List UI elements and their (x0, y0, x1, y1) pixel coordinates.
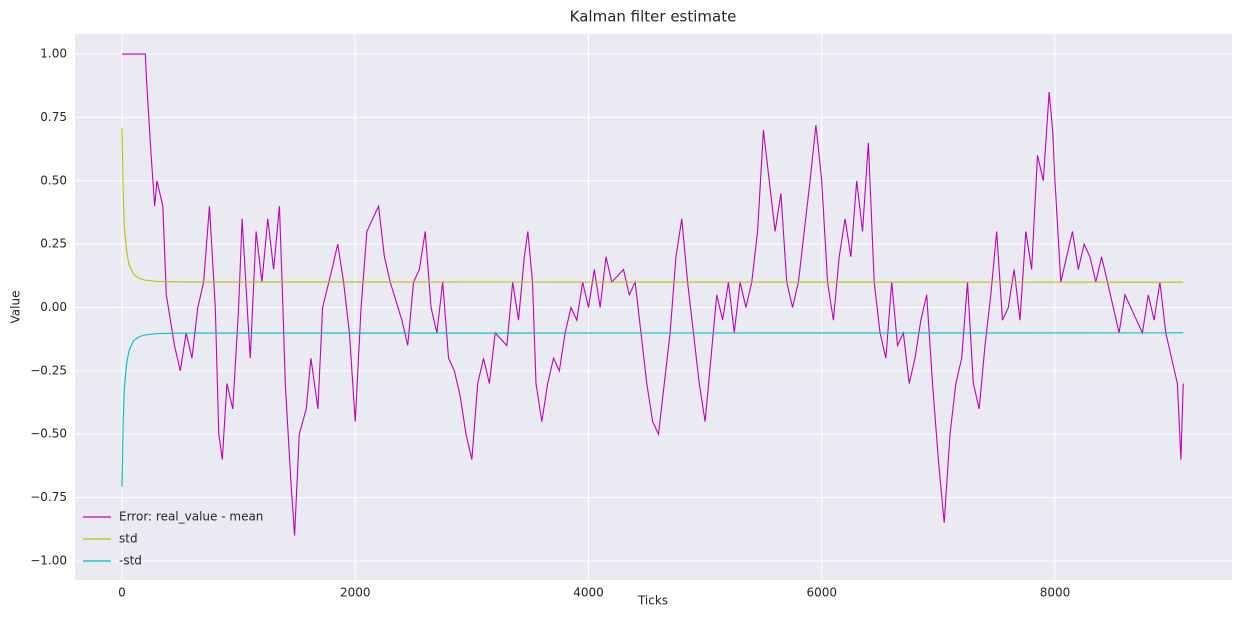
x-tick-label: 6000 (806, 586, 837, 600)
y-tick-label: 0.50 (40, 173, 67, 187)
y-tick-label: 1.00 (40, 47, 67, 61)
x-tick-label: 0 (118, 586, 126, 600)
x-tick-label: 8000 (1040, 586, 1071, 600)
y-tick-label: −1.00 (30, 553, 67, 567)
legend-label: -std (119, 554, 142, 568)
y-axis-label: Value (9, 291, 23, 324)
x-tick-label: 2000 (340, 586, 371, 600)
series-line (121, 332, 1184, 487)
y-tick-label: 0.75 (40, 110, 67, 124)
x-axis-label: Ticks (637, 594, 668, 608)
legend-label: std (119, 532, 138, 546)
series-line (122, 53, 1184, 536)
x-tick-label: 4000 (573, 586, 604, 600)
grid (75, 34, 1232, 580)
legend: Error: real_value - mean std -std (83, 510, 263, 568)
y-tick-label: −0.50 (30, 427, 67, 441)
series-line (121, 128, 1184, 283)
y-tick-label: 0.25 (40, 237, 67, 251)
lines (121, 53, 1184, 536)
y-tick-label: −0.75 (30, 490, 67, 504)
y-tick-label: 0.00 (40, 300, 67, 314)
plot-area (75, 34, 1232, 580)
chart-title: Kalman filter estimate (570, 8, 737, 26)
legend-label: Error: real_value - mean (119, 510, 263, 524)
y-tick-label: −0.25 (30, 363, 67, 377)
